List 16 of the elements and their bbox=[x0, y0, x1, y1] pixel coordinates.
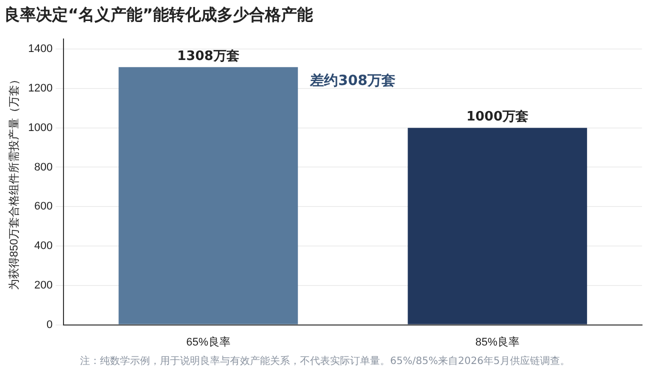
y-tick-label: 800 bbox=[34, 161, 53, 174]
annotation: 差约308万套 bbox=[309, 72, 396, 89]
y-tick-label: 1000 bbox=[28, 122, 53, 134]
text: 注：纯数学示例，用于说明良率与有效产能关系，不代表实际订单量。65%/85%来自2026年5月供应链调查。 bbox=[79, 354, 571, 368]
x-tick-label: 85%良率 bbox=[475, 335, 520, 348]
data-label: 1308万套 bbox=[177, 49, 240, 64]
y-tick-label: 1400 bbox=[28, 43, 53, 56]
y-tick-label: 1200 bbox=[28, 82, 53, 94]
y-tick-label: 0 bbox=[46, 318, 53, 331]
y-axis-title: 为获得850万套合格组件所需投产量（万套） bbox=[8, 74, 21, 290]
y-tick-label: 600 bbox=[34, 200, 53, 213]
y-tick-label: 200 bbox=[34, 279, 53, 292]
y-tick-label: 400 bbox=[34, 240, 53, 252]
chart-title: 良率决定“名义产能”能转化成多少合格产能 bbox=[4, 4, 314, 24]
data-label: 1000万套 bbox=[466, 110, 529, 125]
x-tick-label: 65%良率 bbox=[186, 335, 230, 348]
